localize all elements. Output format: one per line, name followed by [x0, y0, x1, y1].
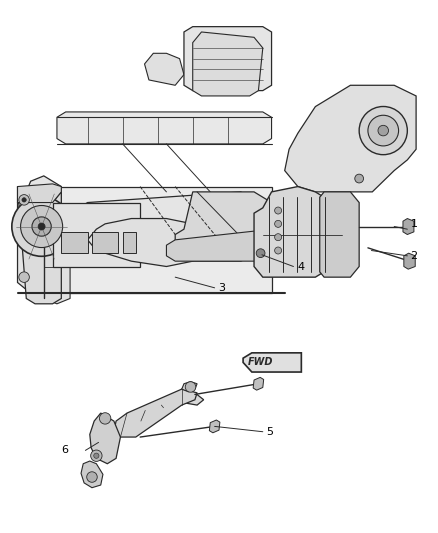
Polygon shape [123, 232, 136, 253]
Circle shape [275, 220, 282, 228]
Polygon shape [184, 27, 272, 91]
Circle shape [368, 115, 399, 146]
Circle shape [256, 249, 265, 257]
Polygon shape [145, 53, 184, 85]
Polygon shape [193, 32, 263, 96]
Text: 4: 4 [297, 262, 304, 271]
Polygon shape [177, 389, 204, 405]
Polygon shape [61, 232, 88, 253]
Text: 1: 1 [410, 219, 417, 229]
Text: 6: 6 [61, 446, 68, 455]
Polygon shape [254, 187, 342, 277]
Circle shape [378, 125, 389, 136]
Polygon shape [90, 413, 120, 464]
Circle shape [185, 382, 196, 392]
Circle shape [21, 206, 63, 247]
Polygon shape [403, 219, 414, 235]
Polygon shape [209, 420, 220, 433]
Circle shape [94, 453, 99, 458]
Text: FWD: FWD [248, 358, 273, 367]
Polygon shape [44, 187, 272, 293]
Polygon shape [175, 192, 272, 261]
Polygon shape [320, 192, 359, 277]
Polygon shape [44, 229, 70, 304]
Polygon shape [114, 389, 197, 437]
Polygon shape [88, 219, 219, 266]
Circle shape [19, 195, 29, 205]
Text: 5: 5 [266, 427, 273, 437]
Circle shape [38, 223, 45, 230]
Circle shape [359, 107, 407, 155]
Polygon shape [53, 203, 140, 266]
Circle shape [32, 217, 51, 236]
Circle shape [22, 198, 26, 202]
Polygon shape [166, 229, 280, 261]
Circle shape [87, 472, 97, 482]
Polygon shape [18, 187, 61, 304]
Polygon shape [253, 377, 264, 390]
Circle shape [275, 247, 282, 254]
Polygon shape [18, 176, 61, 298]
Circle shape [355, 174, 364, 183]
Polygon shape [285, 85, 416, 192]
Polygon shape [404, 253, 415, 269]
Circle shape [99, 413, 111, 424]
Polygon shape [74, 192, 254, 229]
Polygon shape [243, 353, 301, 372]
Circle shape [275, 233, 282, 241]
Polygon shape [81, 461, 103, 488]
Circle shape [19, 272, 29, 282]
Text: 3: 3 [218, 283, 225, 293]
Polygon shape [92, 232, 118, 253]
Circle shape [12, 197, 71, 256]
Polygon shape [18, 184, 61, 203]
Circle shape [91, 450, 102, 462]
Circle shape [275, 207, 282, 214]
Polygon shape [57, 112, 272, 144]
Text: 2: 2 [410, 251, 417, 261]
Polygon shape [182, 382, 197, 392]
